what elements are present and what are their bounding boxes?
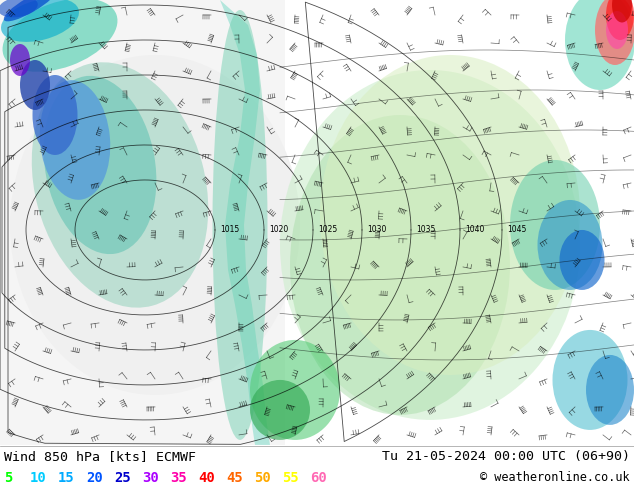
Text: 55: 55 [282,471,299,485]
Ellipse shape [565,0,634,90]
Text: 45: 45 [226,471,243,485]
Ellipse shape [10,55,300,395]
Bar [0,0,285,445]
Text: 1020: 1020 [269,225,288,234]
Ellipse shape [32,75,77,155]
Text: 10: 10 [30,471,47,485]
Text: 1030: 1030 [367,225,386,234]
Text: 35: 35 [170,471,187,485]
Text: 40: 40 [198,471,215,485]
Text: 60: 60 [310,471,327,485]
Text: 30: 30 [142,471,158,485]
PathPatch shape [220,0,270,445]
Ellipse shape [280,70,580,420]
Ellipse shape [606,11,628,49]
Ellipse shape [4,0,56,22]
Text: 1045: 1045 [507,225,526,234]
Text: 1040: 1040 [465,225,484,234]
Ellipse shape [586,355,634,425]
Text: 1025: 1025 [318,225,337,234]
Ellipse shape [10,44,30,76]
Ellipse shape [1,0,79,42]
Text: 15: 15 [58,471,75,485]
Text: 50: 50 [254,471,271,485]
Ellipse shape [250,340,340,440]
Ellipse shape [612,0,632,23]
Ellipse shape [320,55,580,375]
Ellipse shape [250,380,310,440]
Ellipse shape [20,60,50,110]
Ellipse shape [595,0,634,65]
Ellipse shape [290,115,510,415]
Ellipse shape [44,76,157,254]
Ellipse shape [606,0,634,40]
Text: © weatheronline.co.uk: © weatheronline.co.uk [481,471,630,484]
Ellipse shape [0,0,38,18]
Ellipse shape [3,0,117,72]
Ellipse shape [510,160,600,290]
Ellipse shape [559,230,604,290]
Ellipse shape [32,62,208,308]
Ellipse shape [538,200,602,290]
Text: 25: 25 [114,471,131,485]
Text: Tu 21-05-2024 00:00 UTC (06+90): Tu 21-05-2024 00:00 UTC (06+90) [382,450,630,463]
Text: 1035: 1035 [416,225,436,234]
Ellipse shape [40,80,110,200]
Text: 20: 20 [86,471,103,485]
Text: 1015: 1015 [220,225,239,234]
Ellipse shape [552,330,628,430]
Text: 5: 5 [4,471,13,485]
Ellipse shape [212,10,268,440]
Text: Wind 850 hPa [kts] ECMWF: Wind 850 hPa [kts] ECMWF [4,450,196,463]
